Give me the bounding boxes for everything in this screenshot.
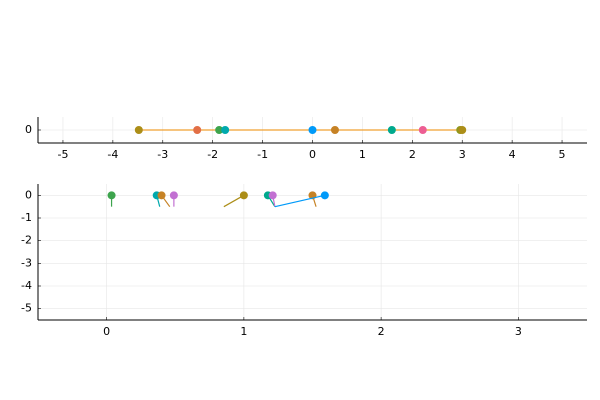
point: [308, 126, 317, 134]
x-tick-label: -1: [257, 148, 268, 161]
point: [330, 126, 339, 134]
point: [239, 191, 248, 200]
y-tick-label: -1: [21, 211, 32, 224]
point: [193, 126, 202, 134]
point: [458, 126, 467, 134]
x-tick-label: 2: [378, 325, 385, 338]
point: [134, 126, 143, 134]
y-tick-label: -3: [21, 256, 32, 269]
point: [169, 191, 178, 200]
point: [418, 126, 427, 134]
point: [387, 126, 396, 134]
x-tick-label: 4: [509, 148, 516, 161]
y-tick-label: -4: [21, 279, 32, 292]
y-tick-label: 0: [25, 123, 32, 136]
point: [215, 126, 224, 134]
point: [320, 191, 329, 200]
x-tick-label: 0: [309, 148, 316, 161]
point: [268, 191, 277, 200]
x-tick-label: -5: [57, 148, 68, 161]
x-tick-label: -4: [107, 148, 118, 161]
y-tick-label: 0: [25, 188, 32, 201]
x-tick-label: 5: [559, 148, 566, 161]
point: [157, 191, 166, 200]
x-tick-label: -2: [207, 148, 218, 161]
x-tick-label: -3: [157, 148, 168, 161]
x-tick-label: 3: [515, 325, 522, 338]
x-tick-label: 0: [103, 325, 110, 338]
x-tick-label: 2: [409, 148, 416, 161]
point: [107, 191, 116, 200]
point: [221, 126, 230, 134]
x-tick-label: 1: [359, 148, 366, 161]
series-line: [274, 194, 325, 208]
x-tick-label: 1: [240, 325, 247, 338]
x-tick-label: 3: [459, 148, 466, 161]
y-tick-label: -5: [21, 302, 32, 315]
y-tick-label: -2: [21, 234, 32, 247]
